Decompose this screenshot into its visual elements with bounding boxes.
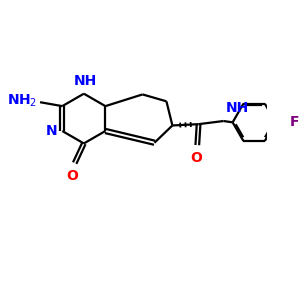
- Text: NH$_2$: NH$_2$: [7, 93, 38, 109]
- Text: N: N: [46, 124, 58, 138]
- Text: F: F: [290, 115, 299, 129]
- Text: O: O: [190, 151, 202, 165]
- Text: NH: NH: [226, 101, 249, 115]
- Text: O: O: [67, 169, 79, 183]
- Text: NH: NH: [74, 74, 97, 88]
